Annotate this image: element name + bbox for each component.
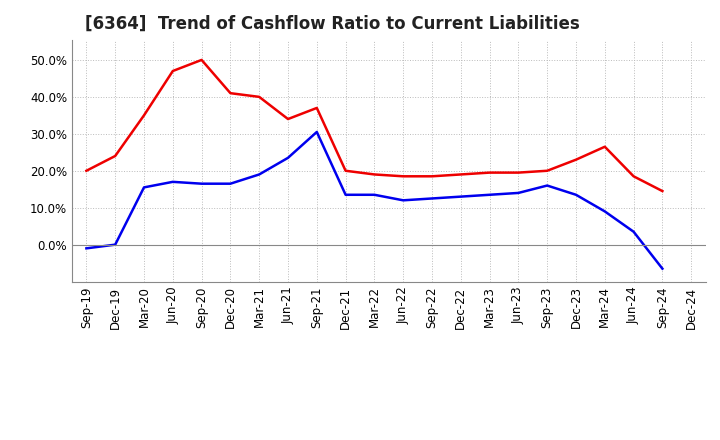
Free CF to Current Liabilities xyxy=(284,155,292,161)
Free CF to Current Liabilities xyxy=(197,181,206,186)
Free CF to Current Liabilities xyxy=(658,266,667,271)
Free CF to Current Liabilities xyxy=(111,242,120,247)
Free CF to Current Liabilities xyxy=(140,185,148,190)
Operating CF to Current Liabilities xyxy=(111,154,120,159)
Operating CF to Current Liabilities xyxy=(341,168,350,173)
Operating CF to Current Liabilities xyxy=(485,170,494,175)
Free CF to Current Liabilities xyxy=(572,192,580,198)
Operating CF to Current Liabilities xyxy=(168,68,177,73)
Operating CF to Current Liabilities xyxy=(197,57,206,62)
Operating CF to Current Liabilities xyxy=(600,144,609,150)
Operating CF to Current Liabilities xyxy=(312,105,321,110)
Free CF to Current Liabilities xyxy=(312,129,321,135)
Legend: Operating CF to Current Liabilities, Free CF to Current Liabilities: Operating CF to Current Liabilities, Fre… xyxy=(122,438,655,440)
Free CF to Current Liabilities xyxy=(543,183,552,188)
Operating CF to Current Liabilities xyxy=(543,168,552,173)
Free CF to Current Liabilities xyxy=(341,192,350,198)
Operating CF to Current Liabilities xyxy=(140,113,148,118)
Free CF to Current Liabilities xyxy=(168,179,177,184)
Operating CF to Current Liabilities xyxy=(226,91,235,96)
Free CF to Current Liabilities xyxy=(428,196,436,201)
Line: Operating CF to Current Liabilities: Operating CF to Current Liabilities xyxy=(86,60,662,191)
Free CF to Current Liabilities xyxy=(255,172,264,177)
Operating CF to Current Liabilities xyxy=(284,117,292,122)
Operating CF to Current Liabilities xyxy=(255,94,264,99)
Line: Free CF to Current Liabilities: Free CF to Current Liabilities xyxy=(86,132,662,269)
Free CF to Current Liabilities xyxy=(370,192,379,198)
Free CF to Current Liabilities xyxy=(485,192,494,198)
Operating CF to Current Liabilities xyxy=(370,172,379,177)
Free CF to Current Liabilities xyxy=(399,198,408,203)
Operating CF to Current Liabilities xyxy=(456,172,465,177)
Free CF to Current Liabilities xyxy=(600,209,609,214)
Operating CF to Current Liabilities xyxy=(399,174,408,179)
Operating CF to Current Liabilities xyxy=(514,170,523,175)
Free CF to Current Liabilities xyxy=(514,190,523,195)
Operating CF to Current Liabilities xyxy=(428,174,436,179)
Operating CF to Current Liabilities xyxy=(572,157,580,162)
Free CF to Current Liabilities xyxy=(629,229,638,235)
Free CF to Current Liabilities xyxy=(456,194,465,199)
Operating CF to Current Liabilities xyxy=(629,174,638,179)
Free CF to Current Liabilities xyxy=(226,181,235,186)
Free CF to Current Liabilities xyxy=(82,246,91,251)
Text: [6364]  Trend of Cashflow Ratio to Current Liabilities: [6364] Trend of Cashflow Ratio to Curren… xyxy=(85,15,580,33)
Operating CF to Current Liabilities xyxy=(82,168,91,173)
Operating CF to Current Liabilities xyxy=(658,188,667,194)
